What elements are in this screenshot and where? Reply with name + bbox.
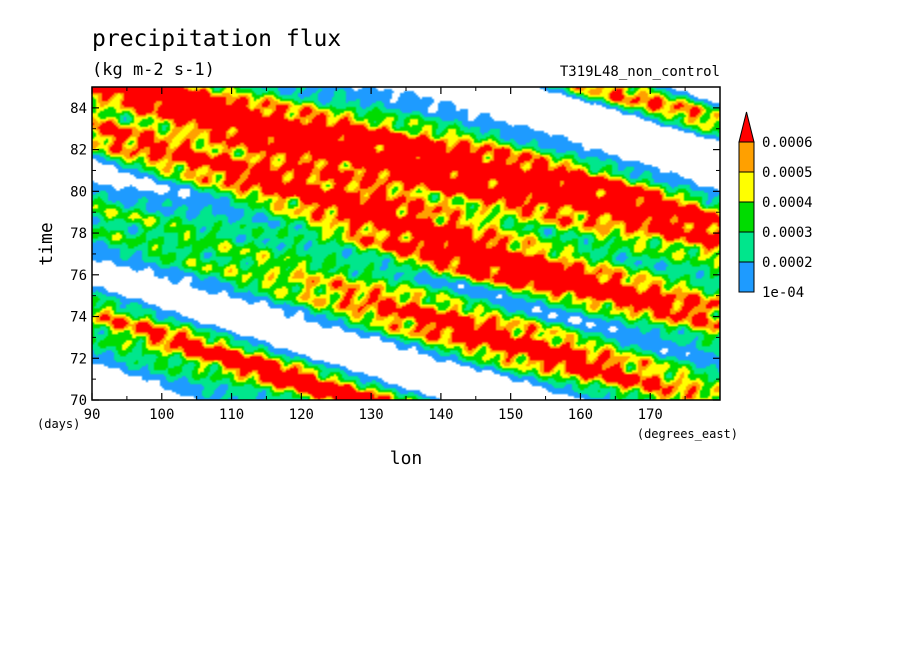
x-tick-label: 150 [498, 407, 523, 423]
x-axis-ticks: 90 100 110 120 130 140 150 160 170 [84, 87, 686, 423]
x-axis-units: (degrees_east) [637, 427, 738, 441]
y-axis-label: time [36, 222, 57, 265]
colorbar-label: 0.0002 [762, 255, 813, 271]
x-axis-label: lon [390, 448, 423, 469]
x-tick-label: 120 [289, 407, 314, 423]
y-axis-ticks: 70 72 74 76 78 80 82 84 [70, 101, 720, 409]
colorbar-swatch [738, 231, 755, 263]
precip-field [92, 87, 720, 400]
colorbar-label: 0.0006 [762, 135, 813, 151]
y-axis-units: (days) [37, 417, 80, 431]
colorbar-swatch [738, 171, 755, 203]
chart-units: (kg m-2 s-1) [92, 60, 215, 80]
y-tick-label: 76 [70, 268, 87, 284]
colorbar-label: 0.0003 [762, 225, 813, 241]
y-tick-label: 84 [70, 101, 87, 117]
y-tick-label: 70 [70, 393, 87, 409]
colorbar-swatch [738, 201, 755, 233]
colorbar-extend-arrow [738, 111, 755, 143]
x-tick-label: 160 [568, 407, 593, 423]
x-tick-label: 110 [219, 407, 244, 423]
colorbar-swatch [738, 141, 755, 173]
y-tick-label: 80 [70, 184, 87, 200]
x-tick-label: 100 [149, 407, 174, 423]
x-tick-label: 140 [428, 407, 453, 423]
chart-title: precipitation flux [92, 26, 341, 52]
colorbar-swatch [738, 261, 755, 293]
colorbar-label: 0.0004 [762, 195, 813, 211]
colorbar-label: 1e-04 [762, 285, 804, 301]
run-label: T319L48_non_control [560, 64, 720, 80]
y-tick-label: 72 [70, 351, 87, 367]
x-tick-label: 170 [638, 407, 663, 423]
y-tick-label: 82 [70, 143, 87, 159]
y-tick-label: 78 [70, 226, 87, 242]
y-tick-label: 74 [70, 310, 87, 326]
colorbar-label: 0.0005 [762, 165, 813, 181]
x-tick-label: 90 [84, 407, 101, 423]
x-tick-label: 130 [358, 407, 383, 423]
colorbar: 1e-04 0.0002 0.0003 0.0004 0.0005 0.0006 [738, 111, 813, 301]
plot-area [91, 86, 721, 401]
